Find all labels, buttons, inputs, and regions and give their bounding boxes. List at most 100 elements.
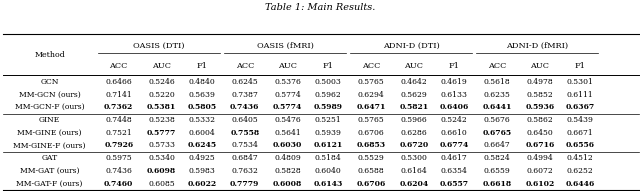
Text: OASIS (fMRI): OASIS (fMRI): [257, 41, 314, 49]
Text: 0.7362: 0.7362: [104, 103, 133, 111]
Text: 0.6557: 0.6557: [440, 180, 468, 188]
Text: 0.5381: 0.5381: [147, 103, 176, 111]
Text: 0.6235: 0.6235: [484, 91, 510, 99]
Text: 0.4809: 0.4809: [275, 154, 301, 162]
Text: 0.6671: 0.6671: [567, 129, 593, 137]
Text: 0.5765: 0.5765: [358, 78, 384, 86]
Text: 0.5476: 0.5476: [275, 116, 301, 124]
Text: Table 1: Main Results.: Table 1: Main Results.: [265, 3, 375, 12]
Text: 0.7436: 0.7436: [106, 167, 132, 175]
Text: 0.5220: 0.5220: [148, 91, 175, 99]
Text: F1: F1: [575, 62, 586, 70]
Text: 0.5251: 0.5251: [315, 116, 341, 124]
Text: 0.5805: 0.5805: [188, 103, 216, 111]
Text: 0.5962: 0.5962: [315, 91, 341, 99]
Text: 0.5639: 0.5639: [189, 91, 215, 99]
Text: 0.6098: 0.6098: [147, 167, 176, 175]
Text: 0.6252: 0.6252: [567, 167, 593, 175]
Text: 0.5852: 0.5852: [527, 91, 553, 99]
Text: ADNI-D (DTI): ADNI-D (DTI): [383, 41, 440, 49]
Text: 0.6354: 0.6354: [441, 167, 467, 175]
Text: 0.6030: 0.6030: [273, 142, 302, 150]
Text: 0.7534: 0.7534: [232, 142, 258, 150]
Text: OASIS (DTI): OASIS (DTI): [133, 41, 185, 49]
Text: 0.7436: 0.7436: [230, 103, 259, 111]
Text: 0.6441: 0.6441: [483, 103, 511, 111]
Text: 0.6143: 0.6143: [314, 180, 342, 188]
Text: 0.5862: 0.5862: [527, 116, 553, 124]
Text: 0.5246: 0.5246: [148, 78, 175, 86]
Text: GAT: GAT: [42, 154, 58, 162]
Text: 0.6367: 0.6367: [566, 103, 595, 111]
Text: 0.5966: 0.5966: [401, 116, 427, 124]
Text: 0.6471: 0.6471: [356, 103, 385, 111]
Text: 0.6204: 0.6204: [399, 180, 428, 188]
Text: 0.6450: 0.6450: [527, 129, 553, 137]
Text: F1: F1: [196, 62, 207, 70]
Text: 0.7460: 0.7460: [104, 180, 133, 188]
Text: ACC: ACC: [488, 62, 506, 70]
Text: ACC: ACC: [362, 62, 380, 70]
Text: 0.5939: 0.5939: [315, 129, 341, 137]
Text: F1: F1: [323, 62, 333, 70]
Text: 0.5641: 0.5641: [275, 129, 301, 137]
Text: ACC: ACC: [109, 62, 128, 70]
Text: 0.6765: 0.6765: [483, 129, 511, 137]
Text: 0.7448: 0.7448: [106, 116, 132, 124]
Text: 0.5238: 0.5238: [148, 116, 175, 124]
Text: GCN: GCN: [40, 78, 59, 86]
Text: MM-GINE-F (ours): MM-GINE-F (ours): [13, 142, 86, 150]
Text: 0.5629: 0.5629: [401, 91, 427, 99]
Text: 0.6847: 0.6847: [232, 154, 258, 162]
Text: 0.5989: 0.5989: [314, 103, 342, 111]
Text: 0.6706: 0.6706: [356, 180, 385, 188]
Text: 0.5618: 0.5618: [484, 78, 510, 86]
Text: 0.5376: 0.5376: [275, 78, 301, 86]
Text: 0.4978: 0.4978: [527, 78, 553, 86]
Text: 0.6022: 0.6022: [188, 180, 216, 188]
Text: 0.6406: 0.6406: [440, 103, 468, 111]
Text: AUC: AUC: [531, 62, 549, 70]
Text: 0.6133: 0.6133: [440, 91, 468, 99]
Text: 0.5975: 0.5975: [106, 154, 132, 162]
Text: 0.6286: 0.6286: [401, 129, 427, 137]
Text: 0.5774: 0.5774: [273, 103, 302, 111]
Text: 0.4512: 0.4512: [567, 154, 593, 162]
Text: 0.6774: 0.6774: [440, 142, 468, 150]
Text: 0.5242: 0.5242: [441, 116, 467, 124]
Text: 0.5529: 0.5529: [358, 154, 384, 162]
Text: 0.7632: 0.7632: [232, 167, 258, 175]
Text: 0.6588: 0.6588: [358, 167, 384, 175]
Text: 0.4840: 0.4840: [189, 78, 215, 86]
Text: 0.6405: 0.6405: [232, 116, 258, 124]
Text: ADNI-D (fMRI): ADNI-D (fMRI): [506, 41, 568, 49]
Text: 0.7779: 0.7779: [230, 180, 259, 188]
Text: 0.7387: 0.7387: [232, 91, 258, 99]
Text: 0.7521: 0.7521: [106, 129, 132, 137]
Text: 0.5300: 0.5300: [401, 154, 427, 162]
Text: 0.6040: 0.6040: [315, 167, 341, 175]
Text: 0.6164: 0.6164: [401, 167, 427, 175]
Text: 0.6556: 0.6556: [566, 142, 595, 150]
Text: 0.6072: 0.6072: [527, 167, 553, 175]
Text: MM-GCN-F (ours): MM-GCN-F (ours): [15, 103, 84, 111]
Text: 0.5828: 0.5828: [275, 167, 301, 175]
Text: 0.6245: 0.6245: [232, 78, 258, 86]
Text: AUC: AUC: [404, 62, 423, 70]
Text: 0.5733: 0.5733: [148, 142, 175, 150]
Text: 0.5824: 0.5824: [484, 154, 510, 162]
Text: 0.6706: 0.6706: [358, 129, 384, 137]
Text: AUC: AUC: [152, 62, 171, 70]
Text: 0.6121: 0.6121: [314, 142, 342, 150]
Text: 0.5340: 0.5340: [148, 154, 175, 162]
Text: 0.6647: 0.6647: [484, 142, 510, 150]
Text: MM-GINE (ours): MM-GINE (ours): [17, 129, 82, 137]
Text: MM-GAT (ours): MM-GAT (ours): [20, 167, 79, 175]
Text: AUC: AUC: [278, 62, 297, 70]
Text: 0.5184: 0.5184: [315, 154, 341, 162]
Text: 0.5774: 0.5774: [275, 91, 301, 99]
Text: 0.6446: 0.6446: [566, 180, 595, 188]
Text: 0.6294: 0.6294: [358, 91, 384, 99]
Text: 0.6618: 0.6618: [483, 180, 511, 188]
Text: 0.6008: 0.6008: [273, 180, 302, 188]
